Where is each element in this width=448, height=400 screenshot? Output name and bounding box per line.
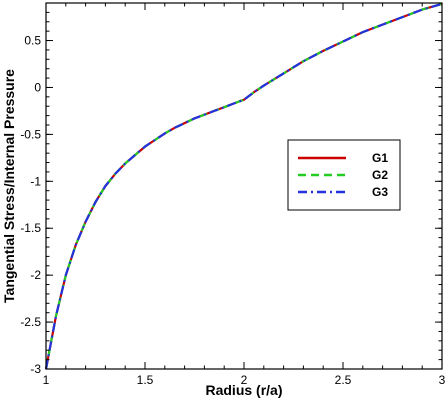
series-line-g3 — [44, 2, 443, 370]
y-tick-label: -1 — [30, 174, 41, 188]
legend-label-g2: G2 — [372, 168, 388, 182]
y-axis-ticks: 0.5 0 -0.5 -1 -1.5 -2 -2.5 -3 — [20, 11, 442, 376]
x-tick-label: 1.5 — [137, 373, 154, 387]
y-tick-label: -1.5 — [20, 221, 41, 235]
x-tick-label: 2.5 — [335, 373, 352, 387]
legend-label-g3: G3 — [372, 185, 388, 199]
x-axis-title: Radius (r/a) — [205, 382, 282, 398]
y-tick-label: -2 — [30, 268, 41, 282]
y-tick-label: 0 — [34, 80, 41, 94]
series-lines — [44, 2, 443, 370]
y-tick-label: -3 — [30, 362, 41, 376]
y-axis-title: Tangential Stress/Internal Pressure — [1, 69, 17, 303]
legend-items: G1 G2 G3 — [298, 151, 388, 199]
y-tick-label: 0.5 — [24, 34, 41, 48]
y-tick-label: -2.5 — [20, 315, 41, 329]
y-tick-label: -0.5 — [20, 127, 41, 141]
x-axis-ticks: 1 1.5 2 2.5 3 — [43, 3, 446, 387]
x-tick-label: 3 — [439, 373, 446, 387]
x-tick-label: 1 — [43, 373, 50, 387]
legend-label-g1: G1 — [372, 151, 388, 165]
x-tick-label: 2 — [241, 373, 248, 387]
legend: G1 G2 G3 — [287, 139, 401, 211]
